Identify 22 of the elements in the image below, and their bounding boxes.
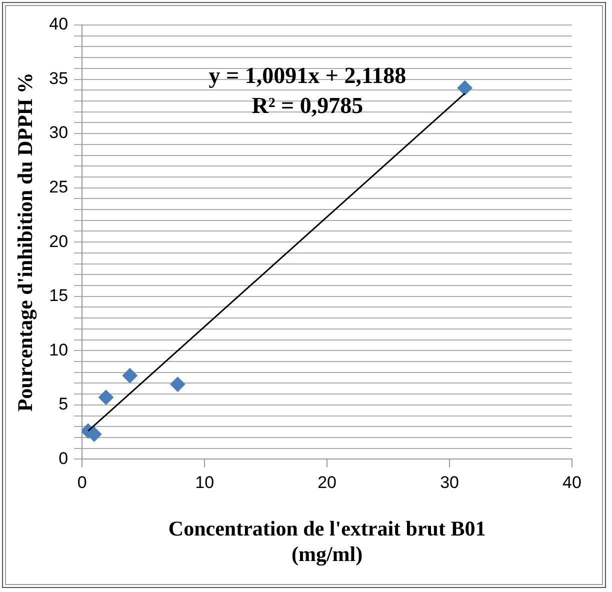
y-tick-label: 20 — [49, 232, 68, 251]
y-tick-label: 0 — [58, 448, 68, 468]
annotation: R² = 0,9785 — [252, 92, 364, 118]
x-tick-label: 20 — [318, 473, 337, 492]
y-tick-label: 10 — [49, 340, 68, 360]
y-tick-label: 25 — [49, 178, 68, 197]
x-tick-label: 30 — [440, 473, 459, 492]
x-tick-label: 40 — [562, 473, 582, 492]
point — [122, 368, 138, 384]
y-tick-label: 30 — [49, 123, 68, 142]
point — [457, 80, 472, 96]
y-tick-label: 15 — [49, 286, 68, 306]
y-tick-label: 35 — [49, 68, 68, 88]
y-tick-label: 40 — [49, 14, 68, 34]
point — [98, 390, 114, 405]
x-tick-label: 10 — [195, 473, 214, 492]
x-tick-label: 0 — [77, 473, 87, 492]
point — [170, 376, 186, 392]
annotation: y = 1,0091x + 2,1188 — [208, 62, 406, 88]
y-tick-label: 5 — [58, 394, 68, 414]
x-axis-title: Concentration de l'extrait brut B01 (mg/ml) — [168, 516, 486, 566]
y-axis-title: Pourcentage d'inhibition du DPPH % — [13, 72, 38, 412]
